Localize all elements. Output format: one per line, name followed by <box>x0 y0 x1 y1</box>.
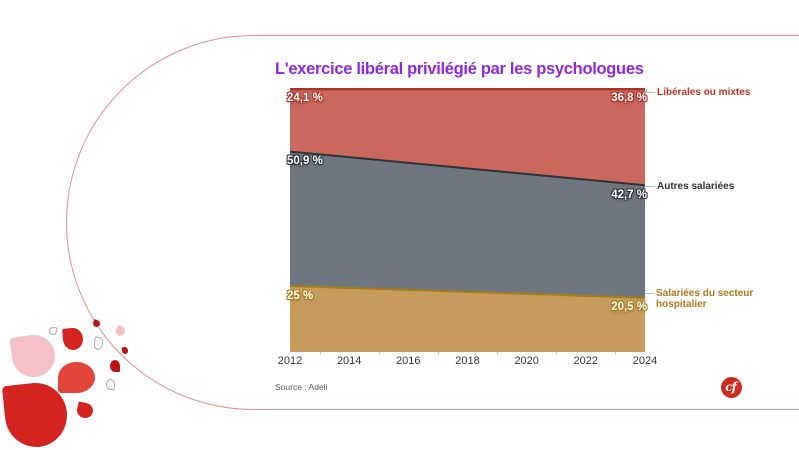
label-connector-line <box>645 186 655 187</box>
petal-shape-pink <box>9 332 58 380</box>
x-axis-minor-tick <box>556 352 558 355</box>
label-connector-line <box>645 293 654 294</box>
x-axis-label: 2020 <box>514 355 539 367</box>
series-label-autres-salariees: Autres salariées <box>657 181 735 192</box>
cf-logo: cf <box>721 377 742 398</box>
label-connector-tick <box>646 89 647 93</box>
value-label: 24,1 % <box>287 92 323 104</box>
chart-title: L'exercice libéral privilégié par les ps… <box>275 60 644 78</box>
x-axis-minor-tick <box>437 352 439 355</box>
petal-shape-small-red <box>62 327 84 351</box>
x-axis-label: 2012 <box>277 355 303 367</box>
x-axis-label: 2024 <box>632 355 658 367</box>
x-axis-label: 2016 <box>396 355 421 367</box>
x-axis-minor-tick <box>378 352 380 355</box>
x-axis-minor-tick <box>319 352 321 355</box>
petal-shape-outlined <box>48 326 58 336</box>
capsule-outline-decoration <box>66 35 799 410</box>
value-label: 42,7 % <box>611 188 647 201</box>
value-label: 25 % <box>287 289 314 302</box>
x-axis-label: 2022 <box>573 355 599 367</box>
petal-shape-small-red <box>75 401 95 420</box>
x-axis-minor-tick <box>497 352 499 355</box>
chart-panel: L'exercice libéral privilégié par les ps… <box>270 55 780 415</box>
petal-shape-outlined <box>92 336 105 351</box>
value-label: 50,9 % <box>287 155 323 168</box>
label-connector-line <box>646 92 655 93</box>
area-chart-svg <box>290 88 645 352</box>
value-label: 36,8 % <box>611 92 647 104</box>
x-axis-minor-tick <box>615 352 617 355</box>
petal-shape-deep-red <box>110 360 120 372</box>
petal-shape-medium-red <box>58 362 95 393</box>
series-label-liberales: Libérales ou mixtes <box>657 87 751 98</box>
x-axis-label: 2018 <box>455 355 480 367</box>
x-axis-label: 2014 <box>336 355 362 367</box>
x-axis: 2012 2014 2016 2018 2020 2022 2024 <box>278 352 657 370</box>
series-label-salariees-hospitalier: Salariées du secteur hospitalier <box>656 288 754 310</box>
source-note: Source : Adeli <box>275 382 328 392</box>
petal-shape-outlined <box>105 378 116 391</box>
cf-logo-text: cf <box>725 379 737 394</box>
value-label: 20,5 % <box>611 301 647 314</box>
stacked-area-plot: 24,1 % 36,8 % 50,9 % 42,7 % 25 % 20,5 % <box>287 88 647 352</box>
